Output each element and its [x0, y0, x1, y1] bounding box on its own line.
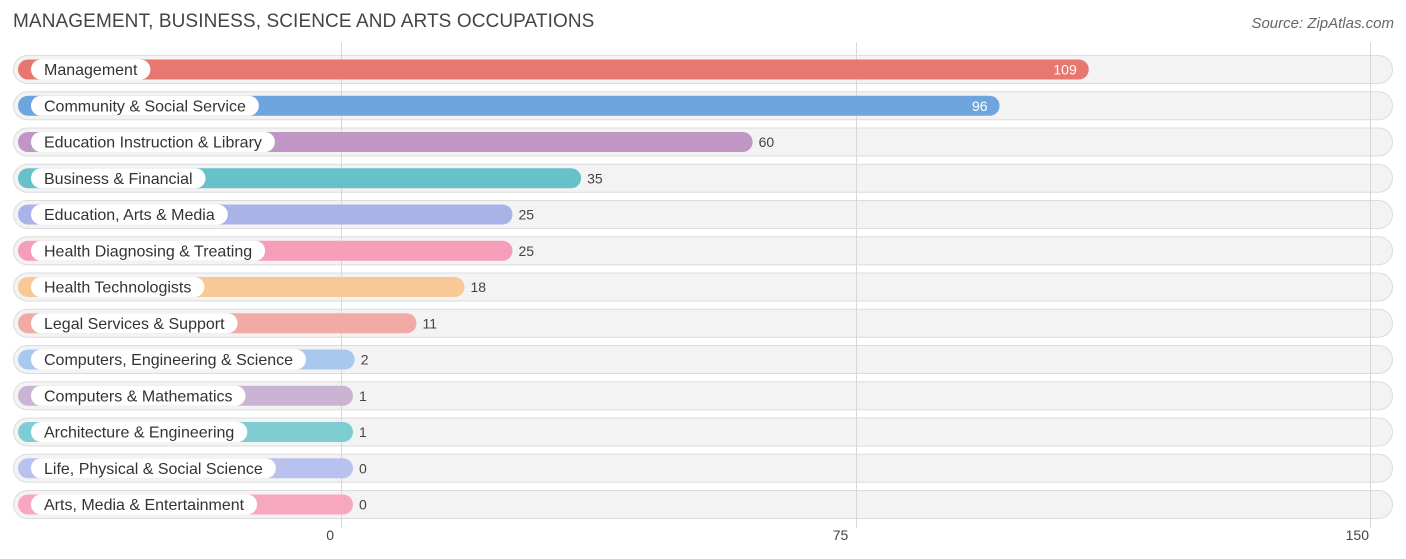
- bars: Management 109 Community & Social Service 9…: [18, 59, 1089, 515]
- row-background: [13, 381, 1393, 411]
- bar-label: Education Instruction & Library: [44, 135, 262, 152]
- bar-label: Health Technologists: [44, 280, 191, 297]
- bar: [18, 59, 1089, 80]
- bar-label-pill: [31, 95, 259, 116]
- bar-group: Life, Physical & Social Science 0: [18, 458, 367, 479]
- bar-group: Legal Services & Support 11: [18, 313, 437, 334]
- bar-group: Computers & Mathematics 1: [18, 385, 367, 406]
- bar-label: Community & Social Service: [44, 98, 246, 115]
- bar-value-label: 1: [359, 388, 367, 404]
- row-background: [13, 490, 1393, 519]
- bar-value-label: 96: [972, 98, 988, 114]
- bar-label-pill: [31, 422, 248, 442]
- x-tick-label: 0: [326, 527, 334, 543]
- bar-group: Health Diagnosing & Treating 25: [18, 240, 535, 261]
- bar-label-pill: [31, 458, 276, 479]
- bar-label: Life, Physical & Social Science: [44, 461, 263, 478]
- bar-label: Business & Financial: [44, 171, 193, 188]
- source-label: Source: ZipAtlas.com: [1251, 15, 1394, 32]
- bar-label-pill: [31, 59, 151, 80]
- chart-title: MANAGEMENT, BUSINESS, SCIENCE AND ARTS O…: [13, 11, 595, 32]
- bar-label-pill: [31, 494, 258, 515]
- bar-group: Architecture & Engineering 1: [18, 422, 367, 442]
- bar-group: Health Technologists 18: [18, 277, 486, 297]
- bar-value-label: 25: [519, 207, 535, 223]
- bar-group: Management 109: [18, 59, 1089, 80]
- bar-group: Computers, Engineering & Science 2: [18, 349, 369, 370]
- bar-value-label: 0: [359, 460, 367, 476]
- bar-label-pill: [31, 168, 206, 189]
- x-tick-label: 75: [833, 527, 849, 543]
- bar-label: Management: [44, 62, 138, 79]
- bar-label-pill: [31, 204, 228, 225]
- x-tick-label: 150: [1346, 527, 1370, 543]
- bar: [18, 95, 1000, 116]
- bar-value-label: 2: [361, 352, 369, 368]
- bar-label-pill: [31, 240, 266, 261]
- bar-label: Arts, Media & Entertainment: [44, 497, 245, 514]
- bar-label-pill: [31, 277, 205, 297]
- bar-group: Education Instruction & Library 60: [18, 132, 774, 152]
- row-background: [13, 417, 1393, 447]
- bar-group: Business & Financial 35: [18, 168, 603, 189]
- bar-value-label: 60: [759, 134, 775, 150]
- bar-value-label: 35: [587, 170, 603, 186]
- row-background: [13, 345, 1393, 374]
- bar-label: Health Diagnosing & Treating: [44, 243, 252, 260]
- bar-value-label: 0: [359, 497, 367, 513]
- bar-label: Architecture & Engineering: [44, 425, 234, 442]
- bar-label: Education, Arts & Media: [44, 207, 215, 224]
- bar-value-label: 11: [422, 315, 437, 331]
- bar-value-label: 109: [1053, 62, 1077, 78]
- bar-group: Arts, Media & Entertainment 0: [18, 494, 367, 515]
- bar-value-label: 1: [359, 424, 367, 440]
- bar-group: Education, Arts & Media 25: [18, 204, 535, 225]
- x-axis-ticks: 0 75 150: [326, 527, 1369, 543]
- bar-label-pill: [31, 349, 307, 370]
- bar-label-pill: [31, 313, 238, 334]
- bar-label: Computers, Engineering & Science: [44, 352, 293, 369]
- bar-label: Legal Services & Support: [44, 316, 225, 333]
- bar-value-label: 18: [470, 279, 486, 295]
- bar-label-pill: [31, 385, 246, 406]
- bar-label: Computers & Mathematics: [44, 388, 233, 405]
- bar-value-label: 25: [519, 243, 535, 259]
- bar-label-pill: [31, 132, 275, 152]
- row-background: [13, 453, 1393, 483]
- bar-group: Community & Social Service 96: [18, 95, 1000, 116]
